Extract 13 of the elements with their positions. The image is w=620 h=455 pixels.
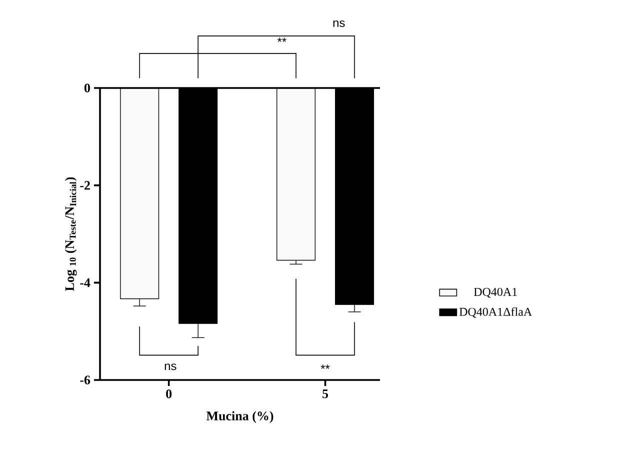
x-axis-title: Mucina (%) xyxy=(206,411,274,423)
y-tick-label: -6 xyxy=(80,376,90,384)
legend-label: DQ40A1ΔflaA xyxy=(459,307,532,318)
text: ns xyxy=(333,20,345,28)
annotation: ** xyxy=(320,364,330,369)
y-tick-label: -4 xyxy=(80,278,90,287)
x-tick-label: 5 xyxy=(322,390,328,398)
annotation: ns xyxy=(164,364,176,370)
y-tick-label: -2 xyxy=(80,181,90,190)
y-tick-label: 0 xyxy=(84,84,90,92)
y-axis-title: Log $_{10}$ (N$_{Teste}$/N$_{Inicial}$) xyxy=(64,177,77,292)
legend-label: DQ40A1 xyxy=(474,288,517,298)
text: ** xyxy=(277,38,286,42)
